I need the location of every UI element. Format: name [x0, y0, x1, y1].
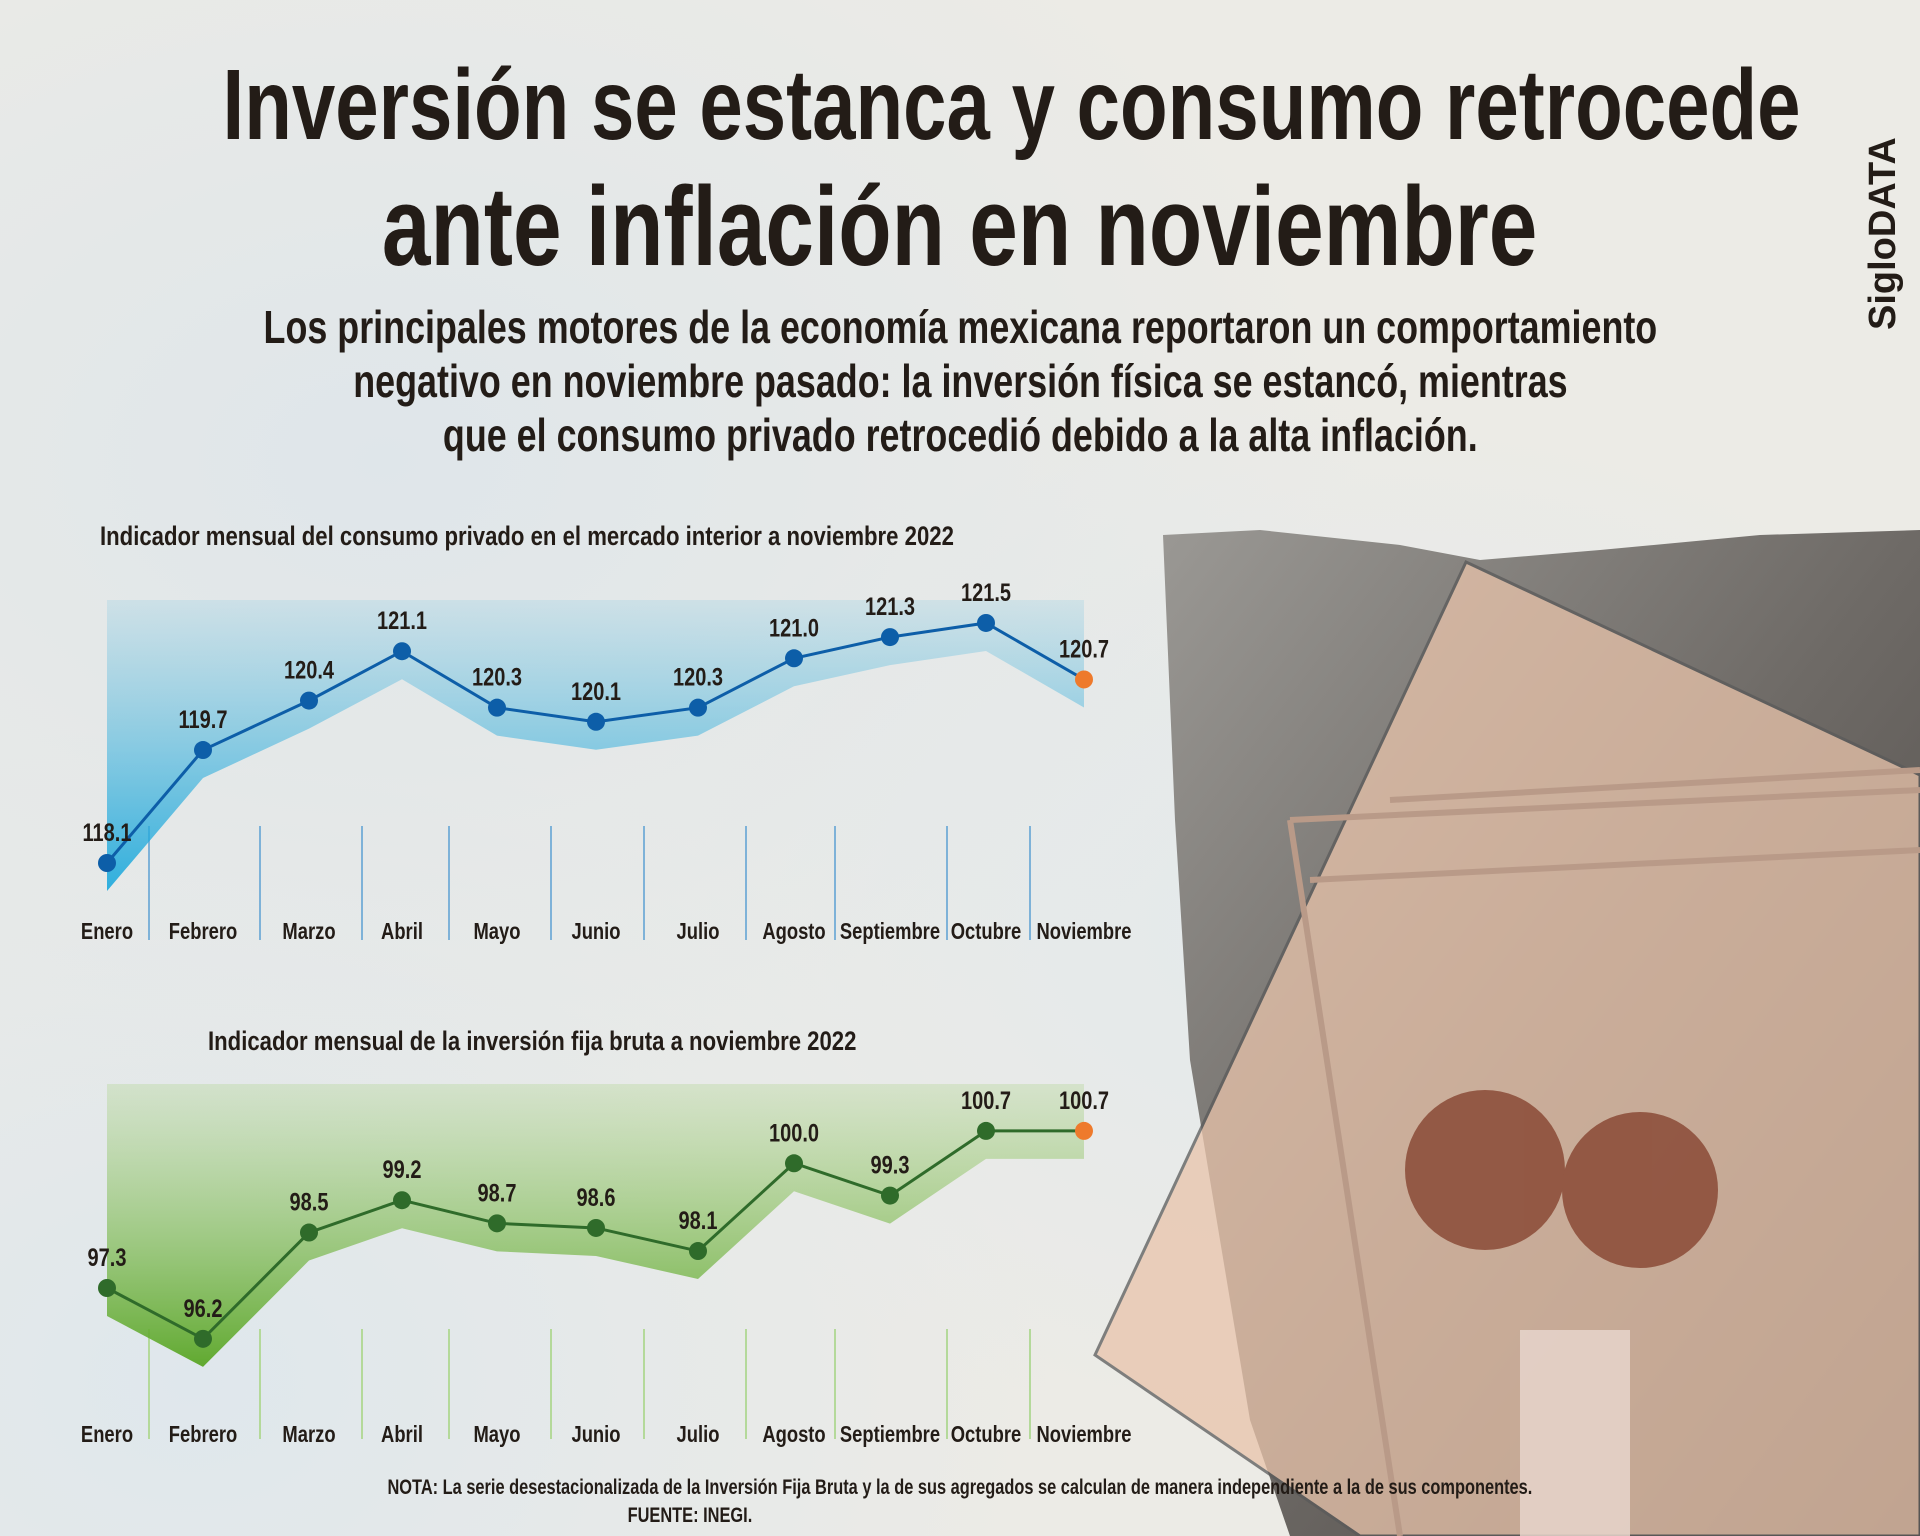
data-point [689, 698, 707, 717]
x-tick-label: Agosto [762, 919, 825, 944]
x-tick-label: Julio [677, 919, 720, 944]
data-label: 98.6 [577, 1184, 616, 1212]
chart-consumo: 118.1 Enero 119.7 Febrero 120.4 Marzo 121.1 Abr… [81, 579, 1132, 945]
data-label: 100.0 [769, 1119, 819, 1147]
subtitle-text: que el consumo privado retrocedió debido… [442, 409, 1478, 461]
x-tick-label: Febrero [169, 1422, 237, 1447]
data-point [587, 712, 605, 731]
page-title-line2: ante inflación en noviembre [0, 162, 1920, 291]
data-label: 121.0 [769, 614, 819, 642]
subtitle-line: que el consumo privado retrocedió debido… [0, 408, 1920, 462]
data-point [488, 698, 506, 717]
x-tick-label: Noviembre [1036, 1422, 1131, 1447]
data-label: 121.1 [377, 607, 427, 635]
data-label: 96.2 [184, 1295, 223, 1323]
data-label: 97.3 [88, 1244, 127, 1272]
x-tick-label: Abril [381, 919, 423, 944]
x-tick-label: Septiembre [840, 1422, 940, 1447]
x-tick-label: Abril [381, 1422, 423, 1447]
produce [1405, 1090, 1718, 1536]
title-text: ante inflación en noviembre [382, 164, 1538, 289]
x-tick-label: Octubre [951, 919, 1021, 944]
data-point [881, 1186, 899, 1205]
chart2-title: Indicador mensual de la inversión fija b… [208, 1026, 999, 1057]
data-point [1075, 1121, 1093, 1140]
data-label: 118.1 [83, 819, 132, 847]
data-label: 121.5 [961, 579, 1011, 607]
x-tick-label: Agosto [762, 1422, 825, 1447]
area-fill [107, 600, 1084, 891]
data-label: 120.3 [472, 664, 522, 692]
x-tick-label: Junio [571, 919, 620, 944]
data-point [785, 649, 803, 668]
x-tick-label: Marzo [282, 919, 335, 944]
data-point [977, 613, 995, 632]
data-point [488, 1214, 506, 1233]
data-label: 120.3 [673, 664, 723, 692]
footnote-text: NOTA: La serie desestacionalizada de la … [387, 1476, 1533, 1499]
peach-overlay [1093, 560, 1920, 1536]
data-point [98, 854, 116, 872]
data-point [194, 741, 212, 760]
data-point [881, 628, 899, 647]
data-point [98, 1279, 116, 1297]
x-tick-label: Septiembre [840, 919, 940, 944]
subtitle-text: negativo en noviembre pasado: la inversi… [352, 355, 1568, 407]
data-label: 99.2 [383, 1156, 422, 1184]
x-tick-label: Enero [81, 1422, 133, 1447]
x-tick-label: Julio [677, 1422, 720, 1447]
data-label: 99.3 [871, 1152, 910, 1180]
data-label: 119.7 [179, 706, 228, 734]
x-tick-label: Octubre [951, 1422, 1021, 1447]
source: FUENTE: INEGI. [0, 1504, 1650, 1528]
chart-inversion: 97.3 Enero 96.2 Febrero 98.5 Marzo 99.2 Abril 98… [81, 1084, 1132, 1448]
subtitle-text: Los principales motores de la economía m… [263, 301, 1657, 353]
data-label: 100.7 [1059, 1087, 1109, 1115]
data-point [977, 1121, 995, 1140]
data-label: 98.1 [679, 1207, 718, 1235]
data-label: 120.7 [1059, 635, 1109, 663]
title-text: Inversión se estanca y consumo retrocede [222, 49, 1801, 161]
data-point [300, 691, 318, 710]
subtitle-line: Los principales motores de la economía m… [0, 300, 1920, 354]
data-label: 98.5 [290, 1188, 329, 1216]
data-point [1075, 670, 1093, 689]
data-point [300, 1223, 318, 1242]
x-tick-label: Mayo [473, 919, 520, 944]
x-tick-label: Febrero [169, 919, 237, 944]
data-label: 120.4 [284, 657, 334, 685]
data-point [587, 1218, 605, 1237]
x-tick-label: Marzo [282, 1422, 335, 1447]
data-label: 120.1 [571, 678, 621, 706]
data-point [194, 1329, 212, 1348]
data-point [689, 1242, 707, 1261]
source-text: FUENTE: INEGI. [627, 1504, 753, 1527]
data-label: 98.7 [478, 1179, 517, 1207]
subtitle-line: negativo en noviembre pasado: la inversi… [0, 354, 1920, 408]
cart-icon [1287, 767, 1920, 1536]
x-tick-label: Enero [81, 919, 133, 944]
chart1-title-text: Indicador mensual del consumo privado en… [100, 521, 954, 551]
data-point [785, 1154, 803, 1173]
x-tick-label: Noviembre [1036, 919, 1131, 944]
data-label: 100.7 [961, 1087, 1011, 1115]
data-label: 121.3 [865, 593, 915, 621]
data-point [393, 1191, 411, 1210]
chart1-title: Indicador mensual del consumo privado en… [100, 521, 1141, 552]
footnote: NOTA: La serie desestacionalizada de la … [0, 1476, 1920, 1500]
data-point [393, 642, 411, 661]
chart2-title-text: Indicador mensual de la inversión fija b… [208, 1026, 857, 1056]
x-tick-label: Junio [571, 1422, 620, 1447]
x-tick-label: Mayo [473, 1422, 520, 1447]
page-title-line1: Inversión se estanca y consumo retrocede [0, 48, 1920, 163]
